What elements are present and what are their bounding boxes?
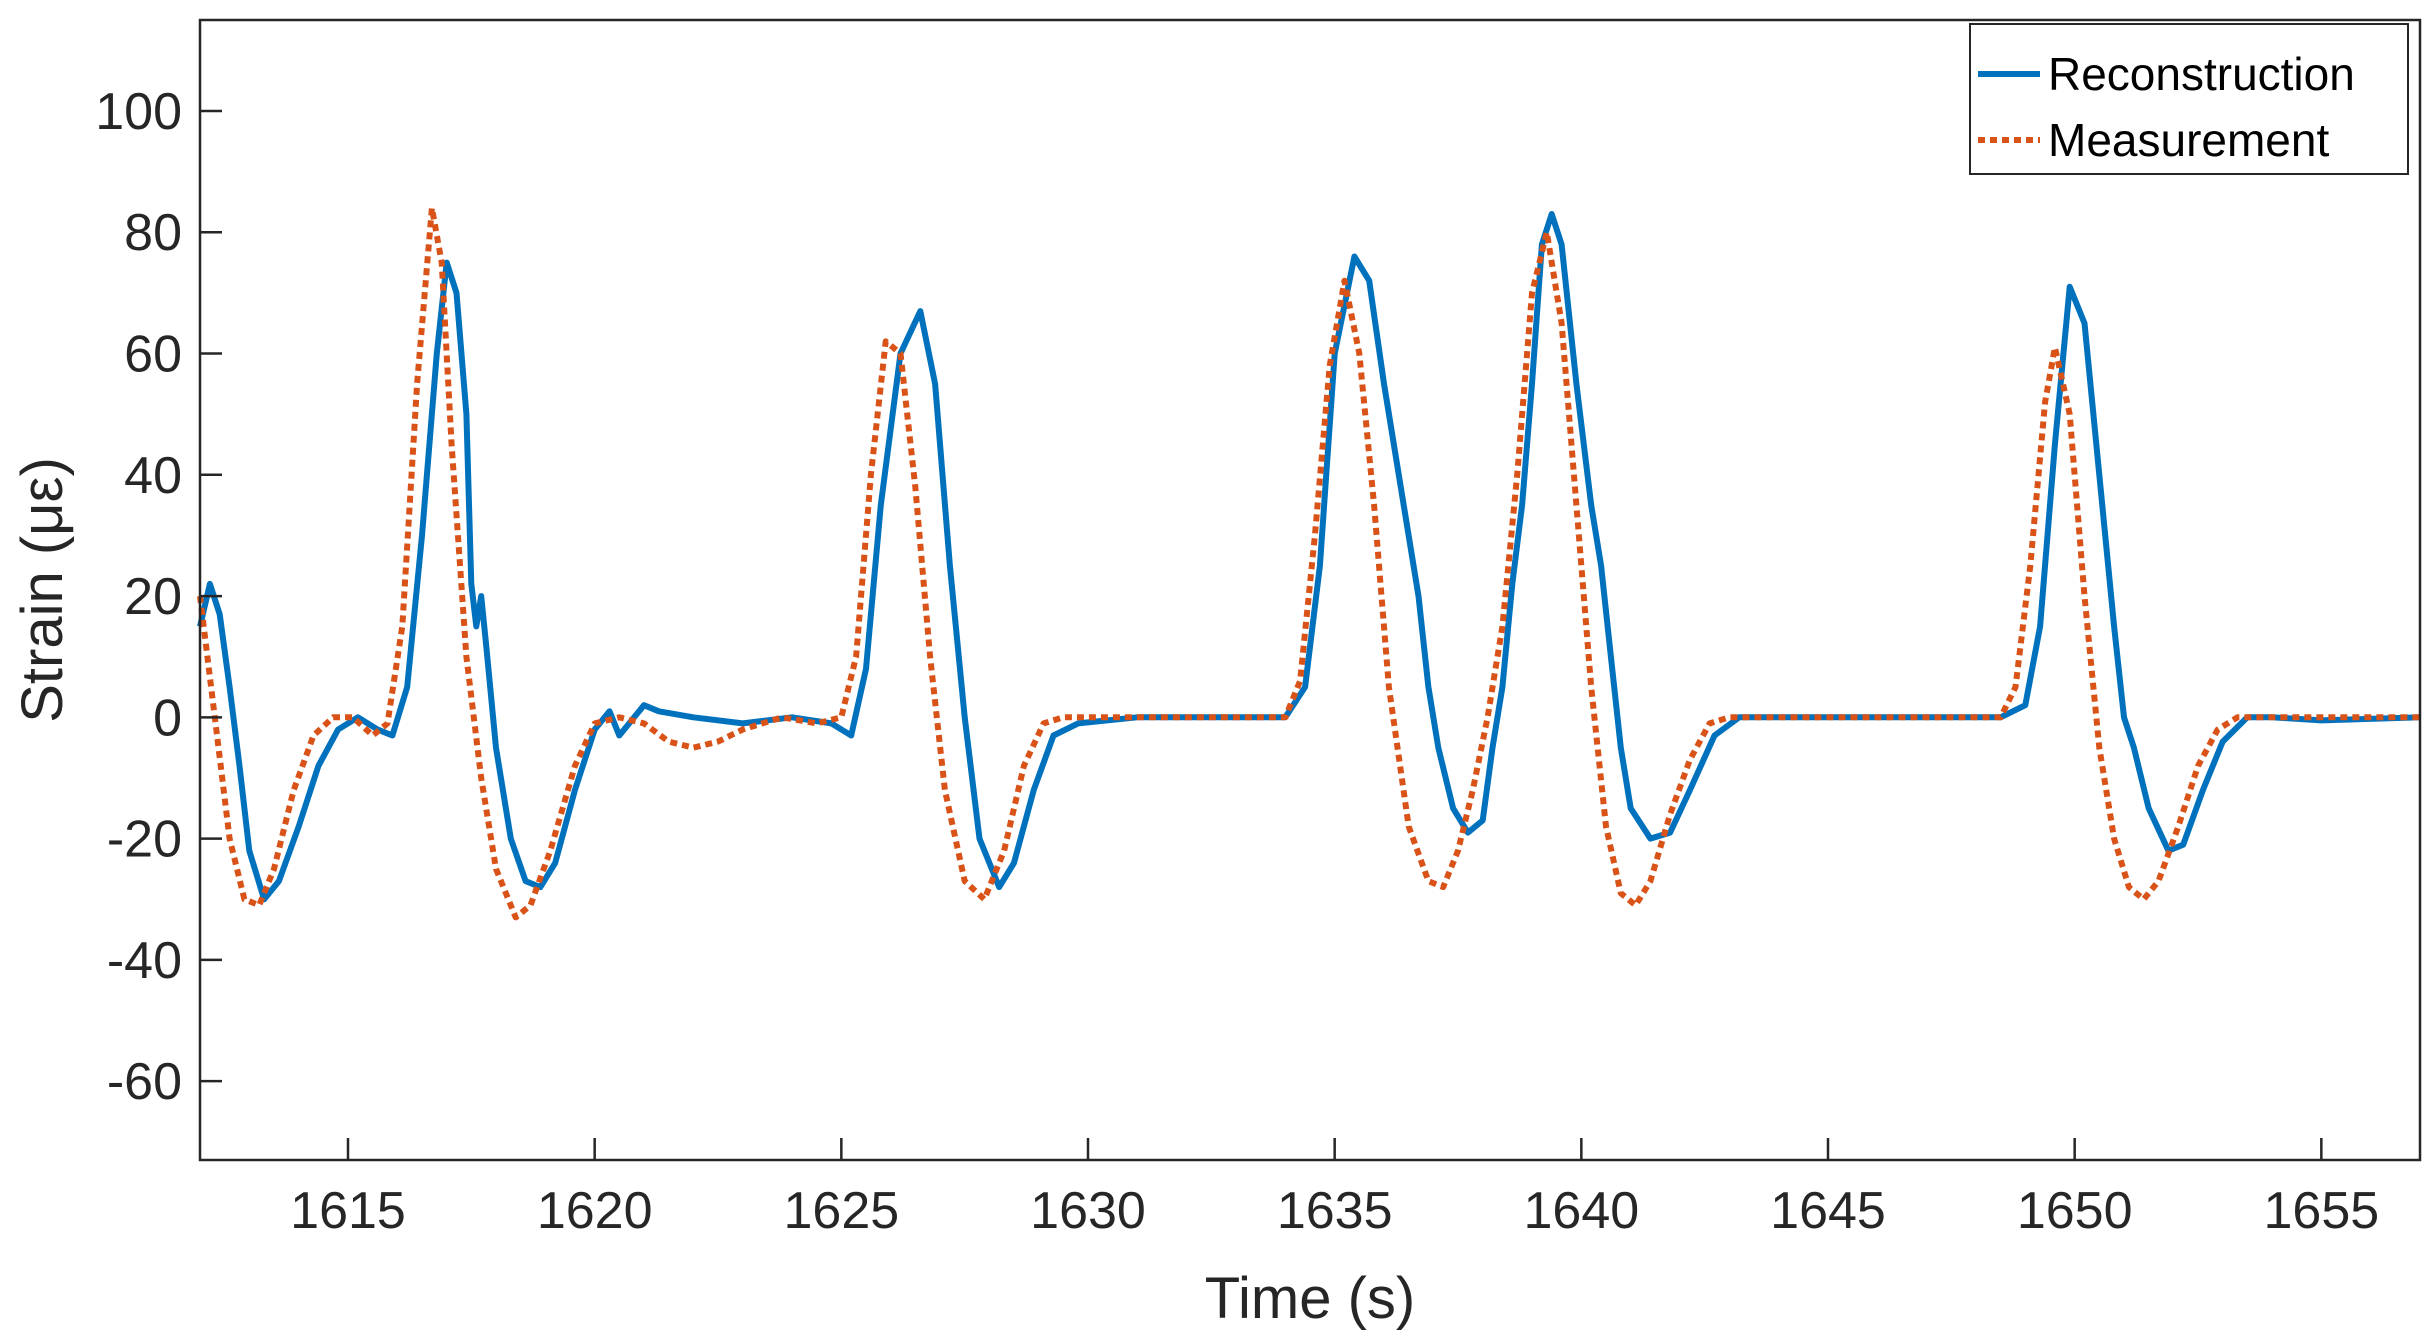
- x-axis: 1615 1620 1625 1630 1635 1640 1645 1650 1655: [290, 1138, 2379, 1240]
- x-tick-label: 1635: [1277, 1182, 1393, 1240]
- x-tick-label: 1615: [290, 1182, 406, 1240]
- y-axis-label: Strain (με): [10, 457, 75, 723]
- y-tick-label: 40: [124, 447, 182, 505]
- legend: Reconstruction Measurement: [1969, 23, 2409, 175]
- y-tick-label: -20: [107, 811, 182, 869]
- x-tick-label: 1640: [1523, 1182, 1639, 1240]
- x-tick-label: 1630: [1030, 1182, 1146, 1240]
- y-tick-label: 60: [124, 326, 182, 384]
- y-tick-label: 20: [124, 568, 182, 626]
- x-tick-label: 1620: [537, 1182, 653, 1240]
- x-tick-label: 1650: [2017, 1182, 2133, 1240]
- y-tick-label: 100: [95, 83, 182, 141]
- y-tick-label: -60: [107, 1053, 182, 1111]
- x-tick-label: 1655: [2263, 1182, 2379, 1240]
- plot-frame: [198, 18, 2422, 1162]
- legend-label-measurement: Measurement: [2048, 114, 2329, 166]
- x-tick-label: 1625: [783, 1182, 899, 1240]
- y-tick-label: 80: [124, 204, 182, 262]
- legend-box: [1969, 23, 2409, 175]
- y-axis: -60 -40 -20 0 20 40 60 80 100: [95, 83, 222, 1111]
- y-tick-label: -40: [107, 932, 182, 990]
- legend-label-reconstruction: Reconstruction: [2048, 48, 2355, 100]
- series-line-measurement: [197, 205, 2420, 921]
- series-layer: [197, 205, 2421, 921]
- x-axis-label: Time (s): [1205, 1266, 1415, 1331]
- x-tick-label: 1645: [1770, 1182, 1886, 1240]
- y-tick-label: 0: [153, 689, 182, 747]
